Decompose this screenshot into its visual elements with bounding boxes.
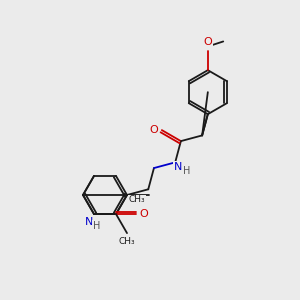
Text: CH₃: CH₃	[119, 237, 135, 246]
Text: O: O	[140, 209, 148, 219]
Text: O: O	[203, 38, 212, 47]
Text: H: H	[182, 167, 190, 176]
Text: N: N	[174, 162, 182, 172]
Text: CH₃: CH₃	[129, 196, 145, 205]
Text: O: O	[149, 125, 158, 135]
Text: N: N	[85, 217, 93, 227]
Text: H: H	[93, 221, 101, 231]
